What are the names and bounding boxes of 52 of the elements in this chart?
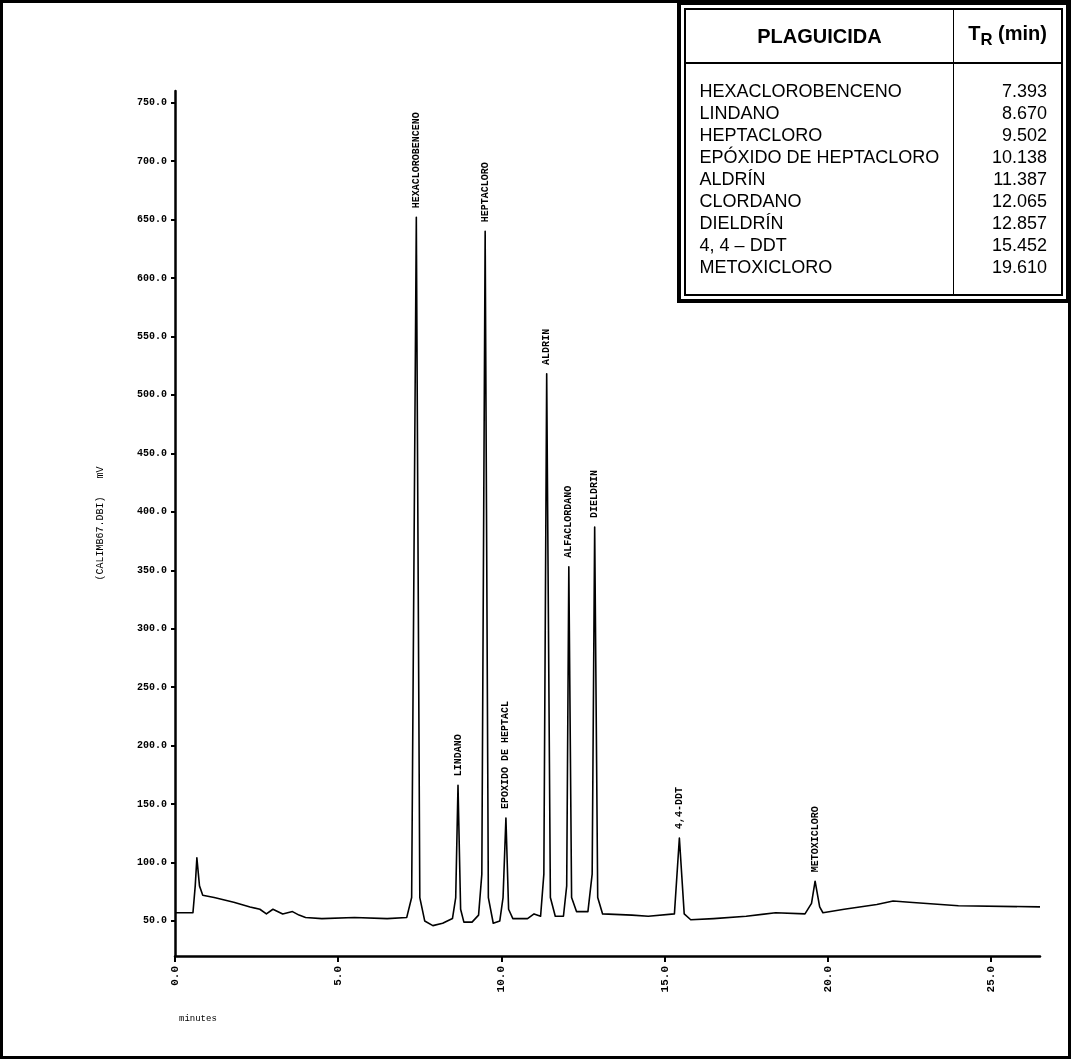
y-tick-label: 550.0 (136, 330, 167, 342)
annotation: 4,4-DDT (673, 786, 685, 829)
y-tick-label: 150.0 (136, 798, 167, 810)
text: T$_{R}$ (min) (968, 22, 1047, 49)
annotation: 7.393 (953, 63, 1061, 102)
annotation: 10.138 (953, 146, 1061, 168)
annotation: HEXACLOROBENCENO (698, 80, 903, 102)
y-tick-label: 600.0 (136, 272, 167, 284)
text: PLAGUICIDA (757, 24, 882, 47)
annotation: ALDRIN (541, 328, 553, 365)
y-tick-label: 650.0 (136, 214, 167, 226)
annotation: 9.502 (953, 124, 1061, 146)
annotation: 19.610 (953, 256, 1061, 294)
y-tick-label: 350.0 (136, 564, 167, 576)
annotation: CLORDANO (698, 190, 803, 212)
annotation: LINDANO (452, 734, 464, 777)
annotation: ALFACLORDANO (563, 485, 575, 558)
annotation: METOXICLORO (698, 256, 834, 279)
annotation: LINDANO (698, 102, 781, 124)
annotation: METOXICLORO (809, 806, 821, 873)
x-tick-label: 5.0 (332, 966, 345, 986)
y-axis-title: (CALIMB67.DBI) mV (94, 466, 106, 581)
annotation: ALDRÍN (698, 168, 767, 190)
y-tick-label: 700.0 (136, 155, 167, 167)
y-tick-label: 250.0 (136, 681, 167, 693)
annotation: DIELDRÍN (698, 212, 785, 234)
annotation: 15.452 (953, 234, 1061, 256)
annotation: 12.857 (953, 212, 1061, 234)
y-tick-label: 750.0 (136, 97, 167, 109)
annotation: 12.065 (953, 190, 1061, 212)
annotation: 8.670 (953, 102, 1061, 124)
annotation: DIELDRIN (589, 469, 601, 519)
x-tick-label: 0.0 (169, 966, 181, 986)
annotation: HEPTACLORO (698, 124, 824, 146)
y-tick-label: 50.0 (142, 915, 167, 927)
x-tick-label: 20.0 (821, 966, 834, 993)
annotation: HEXACLOROBENCENO (410, 112, 422, 209)
y-tick-label: 100.0 (136, 856, 167, 868)
annotation: 11.387 (953, 168, 1061, 190)
x-tick-label: 25.0 (985, 966, 998, 993)
y-tick-label: 450.0 (136, 447, 167, 459)
y-tick-label: 300.0 (136, 623, 167, 635)
y-tick-label: 200.0 (136, 740, 167, 752)
x-axis-title: minutes (179, 1013, 217, 1024)
x-tick-label: 10.0 (495, 966, 508, 993)
x-tick-label: 15.0 (658, 966, 671, 993)
annotation: 4, 4 – DDT (698, 234, 788, 256)
annotation: HEPTACLORO (479, 162, 491, 223)
y-tick-label: 400.0 (136, 506, 167, 518)
annotation: EPÓXIDO DE HEPTACLORO (698, 146, 941, 168)
y-tick-label: 500.0 (136, 389, 167, 401)
annotation: EPOXIDO DE HEPTACL (500, 701, 512, 810)
